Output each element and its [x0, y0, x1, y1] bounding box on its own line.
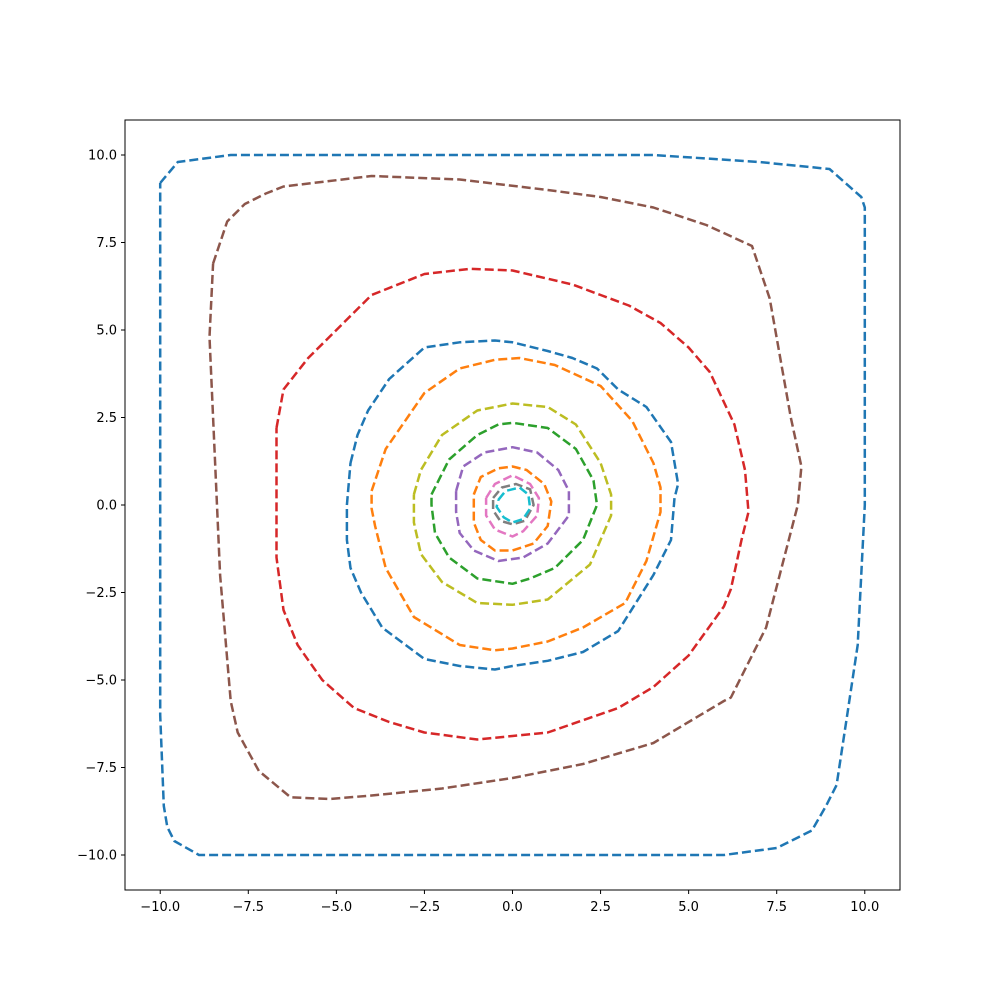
series-line-10 [484, 474, 541, 538]
y-tick-label: 10.0 [88, 149, 117, 164]
series-line-8 [454, 445, 571, 563]
y-tick-label: 2.5 [96, 411, 117, 426]
y-tick-label: −7.5 [85, 761, 117, 776]
x-tick-label: 2.5 [590, 900, 611, 915]
y-tick-label: −5.0 [85, 674, 117, 689]
y-tick-label: 0.0 [96, 499, 117, 514]
y-tick-label: 5.0 [96, 324, 117, 339]
y-tick-label: −10.0 [77, 849, 117, 864]
x-tick-label: −2.5 [409, 900, 441, 915]
series-line-4 [345, 339, 680, 671]
lines-layer [158, 153, 867, 857]
series-line-12 [495, 486, 532, 524]
plot-frame [124, 119, 901, 891]
x-tick-label: 7.5 [766, 900, 787, 915]
series-line-9 [472, 465, 553, 552]
series-line-2 [208, 174, 803, 801]
x-tick-label: −7.5 [233, 900, 265, 915]
y-axis: −10.0 −7.5 −5.0 −2.5 0.0 2.5 5.0 7.5 10.0 [77, 149, 125, 864]
y-tick-label: 7.5 [96, 236, 117, 251]
series-line-7 [430, 421, 599, 586]
x-tick-label: 0.0 [502, 900, 523, 915]
series-line-5 [370, 356, 662, 652]
series-line-6 [412, 402, 613, 607]
x-axis: −10.0 −7.5 −5.0 −2.5 0.0 2.5 5.0 7.5 10.0 [140, 890, 879, 915]
y-tick-label: −2.5 [85, 586, 117, 601]
x-tick-label: 5.0 [678, 900, 699, 915]
x-tick-label: −5.0 [321, 900, 353, 915]
x-tick-label: −10.0 [140, 900, 180, 915]
x-tick-label: 10.0 [850, 900, 879, 915]
series-line-1 [158, 153, 867, 857]
series-line-11 [491, 482, 535, 526]
